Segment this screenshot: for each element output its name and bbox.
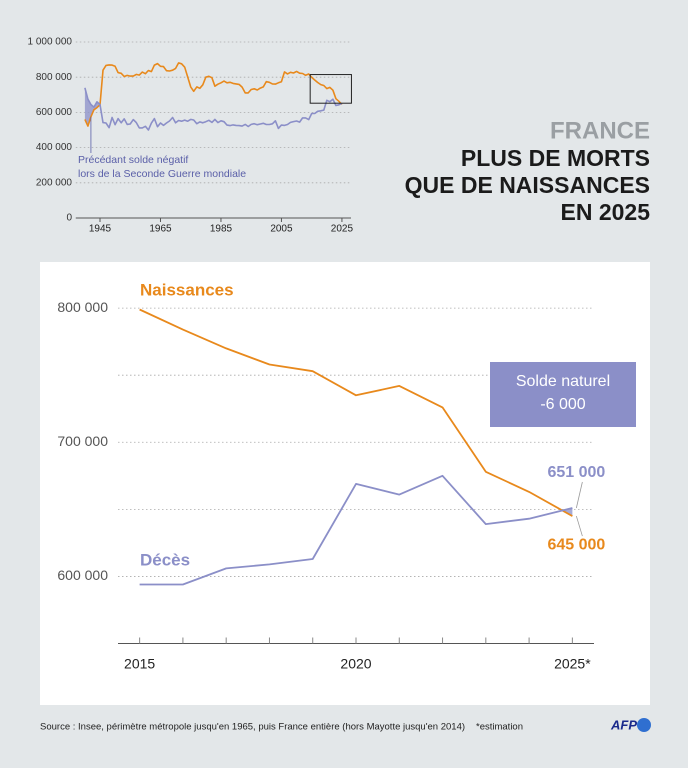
series-line	[139, 474, 573, 586]
y-tick-label: 600 000	[57, 567, 108, 583]
y-tick-label: 700 000	[57, 433, 108, 449]
title-line: PLUS DE MORTS	[461, 145, 650, 171]
series-line	[84, 87, 343, 131]
x-tick-label: 1965	[149, 224, 172, 235]
main-panel	[40, 262, 650, 705]
x-tick-label: 2015	[124, 656, 155, 672]
x-tick-label: 2005	[270, 224, 293, 235]
label-connector	[575, 481, 583, 509]
value-label: 645 000	[547, 536, 605, 553]
x-tick-label: 2025	[331, 224, 354, 235]
kicker: FRANCE	[550, 117, 650, 144]
series-line	[84, 62, 343, 127]
x-tick-label: 1985	[210, 224, 233, 235]
label-connector	[575, 515, 583, 537]
annotation: Précédant solde négatif	[78, 154, 188, 166]
y-tick-label: 800 000	[57, 299, 108, 315]
series-label: Décès	[140, 550, 190, 569]
zoom-box	[309, 74, 352, 104]
annotation: lors de la Seconde Guerre mondiale	[78, 168, 246, 180]
y-tick-label: 1 000 000	[28, 37, 73, 48]
annotation: -6 000	[540, 396, 585, 413]
x-tick-label: 2025*	[554, 656, 591, 672]
title-line: EN 2025	[560, 199, 650, 225]
y-tick-label: 0	[66, 213, 72, 224]
annotation-box	[490, 362, 636, 427]
y-tick-label: 800 000	[36, 72, 73, 83]
title-line: QUE DE NAISSANCES	[405, 172, 650, 198]
source: Source : Insee, périmètre métropole jusq…	[40, 722, 465, 733]
annotation: Solde naturel	[516, 373, 610, 390]
value-label: 651 000	[547, 464, 605, 481]
logo: AFP	[610, 717, 637, 732]
series-line	[139, 308, 573, 517]
series-label: Naissances	[140, 280, 234, 299]
x-tick-label: 2020	[340, 656, 371, 672]
x-tick-label: 1945	[89, 224, 112, 235]
logo-dot	[637, 718, 651, 732]
y-tick-label: 200 000	[36, 177, 73, 188]
footnote: *estimation	[476, 722, 523, 733]
y-tick-label: 400 000	[36, 142, 73, 153]
y-tick-label: 600 000	[36, 107, 73, 118]
